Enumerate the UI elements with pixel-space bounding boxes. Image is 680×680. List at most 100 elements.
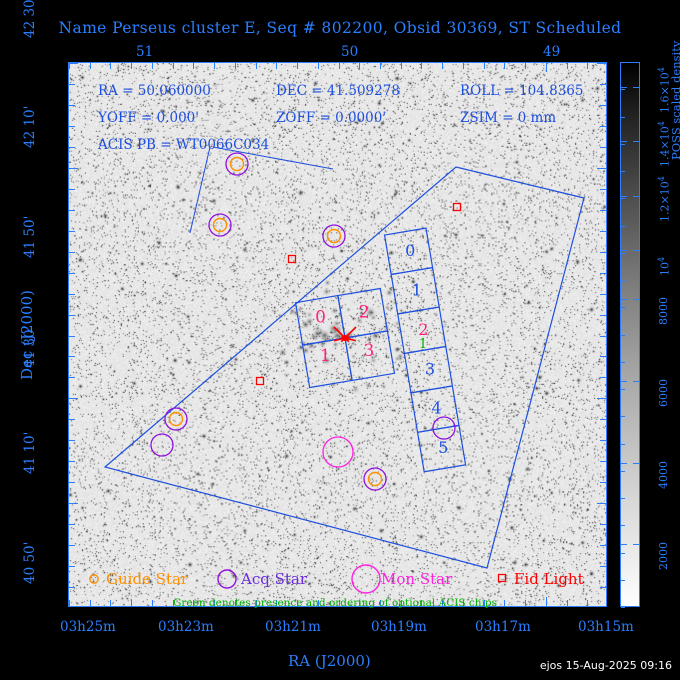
acis-s-chip-label-2: 2 bbox=[418, 320, 428, 339]
acis-i-chip-3 bbox=[344, 330, 396, 382]
y-tick-label-4: 41 10' bbox=[22, 431, 38, 474]
colorbar-minor-tick-16 bbox=[621, 498, 625, 499]
fid-light-marker-2 bbox=[255, 376, 265, 386]
guide-star-icon bbox=[89, 574, 99, 584]
colorbar-minor-tick-4 bbox=[621, 171, 625, 172]
colorbar-minor-tick-14 bbox=[621, 444, 625, 445]
colorbar-tick-label-4: 104 bbox=[657, 256, 672, 276]
x-tick-label-3: 03h19m bbox=[371, 619, 427, 635]
x-tick-label-1: 03h23m bbox=[158, 619, 214, 635]
x-axis-title: RA (J2000) bbox=[288, 652, 371, 670]
colorbar-tick-3 bbox=[621, 299, 627, 300]
acis-s-chip-5 bbox=[416, 424, 467, 473]
fid-light-marker-1 bbox=[287, 254, 297, 264]
x-tick-label-5: 03h15m bbox=[578, 619, 634, 635]
acq-star-ring-3 bbox=[164, 407, 188, 431]
acq-star-ring-4 bbox=[363, 467, 387, 491]
x-tick-label-2: 03h21m bbox=[265, 619, 321, 635]
y-tick-label-0: 42 30' bbox=[22, 0, 38, 38]
colorbar-minor-tick-1 bbox=[621, 89, 625, 90]
guide-star-ring-0 bbox=[229, 156, 245, 172]
acis-chip-footnote: Green denotes presence and ordering of o… bbox=[173, 597, 498, 609]
acis-i-chip-label-1: 1 bbox=[320, 346, 331, 366]
field-of-view-outline bbox=[103, 166, 585, 569]
colorbar-minor-tick-15 bbox=[621, 471, 625, 472]
colorbar-tick-2 bbox=[633, 381, 639, 382]
acis-s-chip-label-5: 5 bbox=[438, 438, 448, 457]
x-tick-label-0: 03h25m bbox=[60, 619, 116, 635]
aimpoint-marker-center bbox=[341, 334, 348, 341]
x-top-tick-label-1: 50 bbox=[341, 44, 359, 60]
y-tick-label-2: 41 50' bbox=[22, 215, 38, 258]
acq-star-ring-1 bbox=[208, 213, 232, 237]
colorbar-minor-tick-12 bbox=[621, 389, 625, 390]
colorbar-minor-tick-7 bbox=[621, 253, 625, 254]
colorbar-minor-tick-17 bbox=[621, 525, 625, 526]
colorbar-tick-label-2: 6000 bbox=[657, 379, 670, 407]
acis-i-chip-label-3: 3 bbox=[363, 341, 374, 361]
acis-s-chip-label-3: 3 bbox=[425, 359, 435, 378]
colorbar-tick-1 bbox=[633, 463, 639, 464]
pb-leader-line-1 bbox=[212, 146, 334, 170]
fid-light-marker-0 bbox=[452, 202, 462, 212]
colorbar-tick-1 bbox=[621, 463, 627, 464]
x-tick-label-4: 03h17m bbox=[475, 619, 531, 635]
colorbar-tick-label-0: 2000 bbox=[657, 542, 670, 570]
colorbar-minor-tick-13 bbox=[621, 416, 625, 417]
acis-s-chip-label-1: 1 bbox=[412, 280, 422, 299]
acis-i-chip-label-2: 2 bbox=[359, 302, 370, 322]
legend-label-guide-star: Guide Star bbox=[106, 570, 189, 588]
legend-label-acq-star: Acq Star bbox=[241, 570, 308, 588]
acq-star-ring-solo-0 bbox=[150, 433, 174, 457]
colorbar-tick-3 bbox=[633, 299, 639, 300]
colorbar-minor-tick-9 bbox=[621, 307, 625, 308]
zoff-value: ZOFF = 0.0000' bbox=[276, 110, 387, 126]
colorbar-tick-5 bbox=[633, 196, 639, 197]
colorbar-tick-6 bbox=[621, 141, 627, 142]
legend-label-fid-light: Fid Light bbox=[514, 570, 584, 588]
timestamp: ejos 15-Aug-2025 09:16 bbox=[539, 659, 672, 672]
colorbar-tick-0 bbox=[633, 544, 639, 545]
acis-i-chip-label-0: 0 bbox=[315, 307, 326, 327]
colorbar-minor-tick-2 bbox=[621, 117, 625, 118]
acis-s-chip-label-0: 0 bbox=[405, 241, 415, 260]
aimpoint-marker-stroke-3 bbox=[340, 336, 357, 342]
colorbar-minor-tick-5 bbox=[621, 198, 625, 199]
roll-value: ROLL = 104.8365 bbox=[460, 83, 584, 99]
guide-star-ring-1 bbox=[212, 217, 228, 233]
y-tick-label-5: 40 50' bbox=[22, 541, 38, 584]
ra-value: RA = 50.060000 bbox=[98, 83, 211, 99]
poss-sky-image bbox=[69, 63, 606, 606]
colorbar-tick-2 bbox=[621, 381, 627, 382]
legend-label-mon-star: Mon Star bbox=[381, 570, 453, 588]
colorbar-tick-7 bbox=[633, 87, 639, 88]
colorbar-tick-label-5: 1.2×104 bbox=[657, 176, 672, 222]
acis-s-order-mark-1: 1 bbox=[419, 337, 427, 352]
colorbar-tick-label-3: 8000 bbox=[657, 297, 670, 325]
page-title: Name Perseus cluster E, Seq # 802200, Ob… bbox=[58, 19, 622, 37]
guide-star-ring-3 bbox=[168, 411, 184, 427]
acq-star-icon bbox=[217, 569, 237, 589]
colorbar-tick-4 bbox=[633, 250, 639, 251]
guide-star-ring-2 bbox=[326, 228, 342, 244]
acq-star-ring-2 bbox=[322, 224, 346, 248]
colorbar-tick-5 bbox=[621, 196, 627, 197]
colorbar-tick-0 bbox=[621, 544, 627, 545]
acis-s-chip-label-4: 4 bbox=[432, 399, 442, 418]
mon-star-icon bbox=[351, 564, 381, 594]
colorbar-minor-tick-0 bbox=[621, 62, 625, 63]
y-axis-title: Dec (J2000) bbox=[18, 290, 36, 380]
yoff-value: YOFF = 0.000' bbox=[98, 110, 199, 126]
fid-light-icon bbox=[497, 573, 507, 583]
acq-star-ring-solo-1 bbox=[432, 416, 456, 440]
colorbar-minor-tick-18 bbox=[621, 553, 625, 554]
colorbar-minor-tick-6 bbox=[621, 226, 625, 227]
x-top-tick-label-0: 51 bbox=[136, 44, 154, 60]
dec-value: DEC = 41.509278 bbox=[276, 83, 400, 99]
colorbar-tick-label-1: 4000 bbox=[657, 461, 670, 489]
zsim-value: ZSIM = 0 mm bbox=[460, 110, 557, 126]
colorbar-minor-tick-10 bbox=[621, 335, 625, 336]
